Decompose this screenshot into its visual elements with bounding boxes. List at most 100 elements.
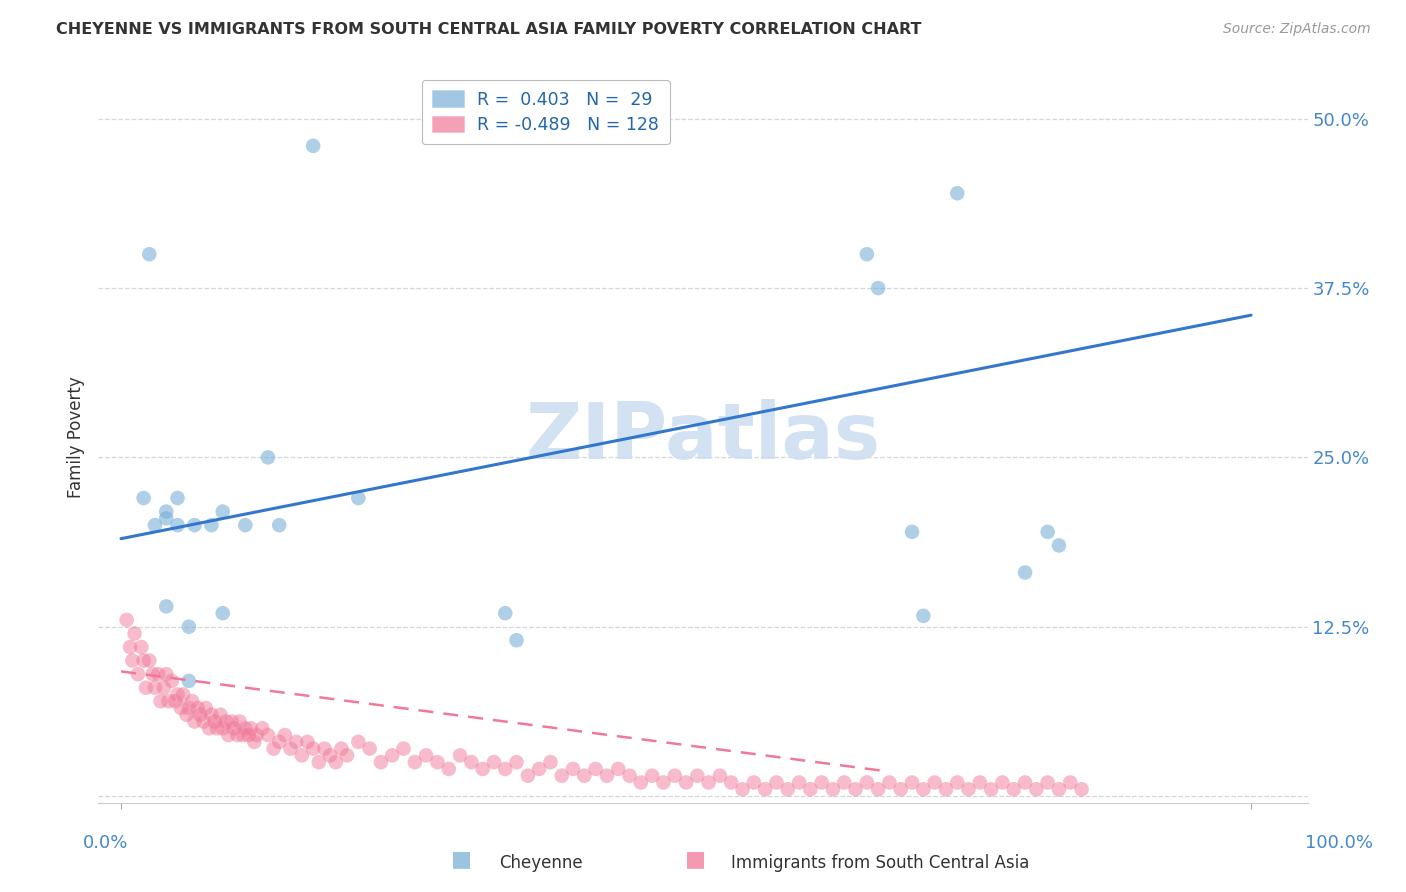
Point (596, 769, 619, 783)
Point (280, 741, 302, 756)
Point (153, 681, 176, 695)
Point (200, 707, 222, 722)
Point (233, 721, 256, 735)
Point (890, 782, 912, 797)
Point (166, 491, 188, 505)
Y-axis label: Family Poverty: Family Poverty (66, 376, 84, 498)
Point (209, 707, 232, 722)
Point (177, 620, 200, 634)
Point (149, 694, 172, 708)
Point (120, 640, 142, 654)
Point (392, 741, 415, 756)
Point (538, 755, 561, 769)
Point (720, 775, 742, 789)
Point (297, 735, 319, 749)
Point (437, 762, 460, 776)
Point (127, 667, 149, 681)
Point (211, 606, 233, 620)
Text: Source: ZipAtlas.com: Source: ZipAtlas.com (1223, 22, 1371, 37)
Point (630, 775, 652, 789)
Point (132, 491, 155, 505)
Point (176, 707, 198, 722)
Point (404, 755, 426, 769)
Point (821, 782, 844, 797)
Point (132, 654, 155, 668)
Point (257, 450, 280, 465)
Point (155, 667, 177, 681)
Point (211, 505, 233, 519)
Point (686, 769, 709, 783)
Point (211, 721, 233, 735)
Point (217, 728, 239, 742)
Point (482, 755, 505, 769)
Point (754, 782, 776, 797)
Point (731, 782, 754, 797)
Text: Cheyenne: Cheyenne (499, 855, 582, 872)
Point (980, 782, 1002, 797)
Point (868, 782, 890, 797)
Point (787, 775, 810, 789)
Point (471, 762, 494, 776)
Point (170, 701, 193, 715)
Point (155, 505, 177, 519)
Point (879, 775, 901, 789)
Point (160, 673, 183, 688)
Point (302, 741, 325, 756)
Point (138, 654, 160, 668)
Point (246, 728, 269, 742)
Point (166, 518, 188, 533)
Point (177, 701, 200, 715)
Point (946, 775, 969, 789)
Point (370, 755, 392, 769)
Point (426, 755, 449, 769)
Text: ZIPatlas: ZIPatlas (526, 399, 880, 475)
Point (562, 762, 585, 776)
Point (177, 673, 200, 688)
Point (359, 741, 381, 756)
Text: 0.0%: 0.0% (83, 834, 128, 852)
Legend: R =  0.403   N =  29, R = -0.489   N = 128: R = 0.403 N = 29, R = -0.489 N = 128 (422, 80, 669, 145)
Point (226, 728, 249, 742)
Point (460, 755, 482, 769)
Text: CHEYENNE VS IMMIGRANTS FROM SOUTH CENTRAL ASIA FAMILY POVERTY CORRELATION CHART: CHEYENNE VS IMMIGRANTS FROM SOUTH CENTRA… (56, 22, 922, 37)
Point (228, 714, 250, 729)
Point (263, 741, 285, 756)
Point (330, 741, 353, 756)
Point (585, 762, 607, 776)
Point (607, 762, 630, 776)
Point (187, 701, 209, 715)
Point (832, 775, 855, 789)
Point (924, 775, 946, 789)
Point (935, 782, 957, 797)
Point (494, 762, 516, 776)
Point (181, 694, 204, 708)
Point (269, 518, 291, 533)
Point (143, 681, 166, 695)
Point (269, 735, 291, 749)
Point (1070, 782, 1092, 797)
Text: ■: ■ (686, 849, 706, 869)
Point (1036, 524, 1059, 539)
Point (810, 775, 832, 789)
Point (1002, 782, 1025, 797)
Point (619, 769, 641, 783)
Point (946, 186, 969, 201)
Point (494, 606, 516, 620)
Point (675, 775, 697, 789)
Point (319, 748, 342, 763)
Point (155, 511, 177, 525)
Point (232, 728, 254, 742)
Point (198, 721, 221, 735)
Point (138, 247, 160, 261)
Point (200, 518, 222, 533)
Point (1014, 566, 1036, 580)
Point (1014, 775, 1036, 789)
Point (799, 782, 821, 797)
Point (142, 667, 165, 681)
Point (165, 694, 187, 708)
Point (912, 782, 935, 797)
Point (155, 599, 177, 614)
Point (347, 491, 370, 505)
Point (856, 247, 879, 261)
Point (551, 769, 574, 783)
